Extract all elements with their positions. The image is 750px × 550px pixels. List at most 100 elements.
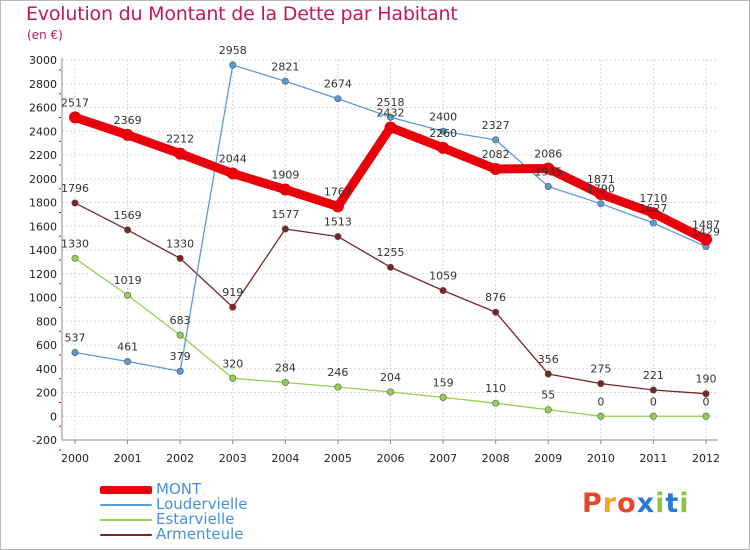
data-point [334,233,342,241]
y-tick-label: 2400 [29,125,57,138]
data-point [334,95,342,103]
data-label: 246 [327,366,348,379]
y-tick-label: 2600 [29,102,57,115]
data-label: 1710 [639,192,667,205]
data-label: 537 [65,331,86,344]
data-point [124,226,132,234]
data-label: 1487 [692,219,720,232]
x-tick-label: 2007 [429,452,457,465]
data-point [226,167,239,180]
data-point [649,412,657,420]
data-label: 0 [597,395,604,408]
data-point [124,291,132,299]
data-label: 159 [433,376,454,389]
data-point [492,308,500,316]
data-label: 1255 [377,246,405,259]
data-point [544,182,552,190]
data-label: 204 [380,371,401,384]
data-point [649,386,657,394]
x-tick-label: 2012 [692,452,720,465]
data-point [229,374,237,382]
legend-label: Loudervielle [156,495,248,513]
logo-letter: i [655,488,666,519]
x-tick-label: 2010 [587,452,615,465]
logo-letter: o [617,488,637,519]
chart-subtitle: (en €) [27,28,63,42]
data-point [492,399,500,407]
data-point [649,219,657,227]
data-point [439,127,447,135]
logo-letter: t [665,488,680,519]
data-label: 2432 [377,106,405,119]
data-label: 2086 [534,148,562,161]
y-tick-label: 1000 [29,292,57,305]
data-point [439,286,447,294]
data-point [281,225,289,233]
data-point [439,393,447,401]
data-point [597,412,605,420]
data-label: 2260 [429,127,457,140]
proxiti-logo: Proxiti [582,488,690,519]
data-point [281,77,289,85]
data-label: 461 [117,341,138,354]
data-label: 683 [170,314,191,327]
data-label: 55 [541,389,555,402]
data-point [384,121,397,134]
data-label: 0 [650,395,657,408]
data-label: 1330 [166,237,194,250]
data-label: 190 [696,373,717,386]
data-label: 1429 [692,226,720,239]
data-point [647,207,660,220]
data-label: 2082 [482,148,510,161]
data-point [597,200,605,208]
x-tick-label: 2003 [219,452,247,465]
chart-legend: MONT Loudervielle Estarvielle Armenteule [100,482,248,542]
logo-letter: x [636,488,656,519]
data-label: 1909 [271,169,299,182]
data-label: 1796 [61,182,89,195]
x-tick-label: 2006 [377,452,405,465]
data-point [702,412,710,420]
data-point [71,254,79,262]
data-label: 110 [485,382,506,395]
legend-swatch [100,503,152,506]
y-tick-label: 600 [36,339,57,352]
legend-item: Estarvielle [100,512,248,527]
data-point [542,162,555,175]
data-point [597,380,605,388]
data-label: 1569 [114,209,142,222]
y-tick-label: 1400 [29,244,57,257]
y-tick-label: 800 [36,315,57,328]
data-point [594,188,607,201]
x-tick-label: 2005 [324,452,352,465]
data-point [334,383,342,391]
data-point [176,331,184,339]
data-label: 1513 [324,216,352,229]
x-tick-label: 2002 [166,452,194,465]
data-label: 1935 [534,165,562,178]
x-tick-label: 2004 [271,452,299,465]
x-tick-label: 2001 [114,452,142,465]
data-point [386,113,394,121]
y-tick-label: 2200 [29,149,57,162]
legend-swatch [100,518,152,521]
legend-swatch [100,485,152,494]
data-point [176,254,184,262]
x-tick-label: 2011 [639,452,667,465]
data-label: 221 [643,369,664,382]
data-label: 876 [485,291,506,304]
data-point [69,111,81,124]
data-label: 1330 [61,237,89,250]
data-label: 1577 [271,208,299,221]
y-tick-label: 1200 [29,268,57,281]
data-point [386,263,394,271]
data-label: 275 [590,363,611,376]
y-tick-label: 2000 [29,173,57,186]
chart-title: Evolution du Montant de la Dette par Hab… [26,3,458,25]
data-point [279,183,292,196]
legend-label: Armenteule [156,525,244,543]
y-tick-label: 2800 [29,78,57,91]
data-point [702,390,710,398]
data-label: 379 [170,350,191,363]
